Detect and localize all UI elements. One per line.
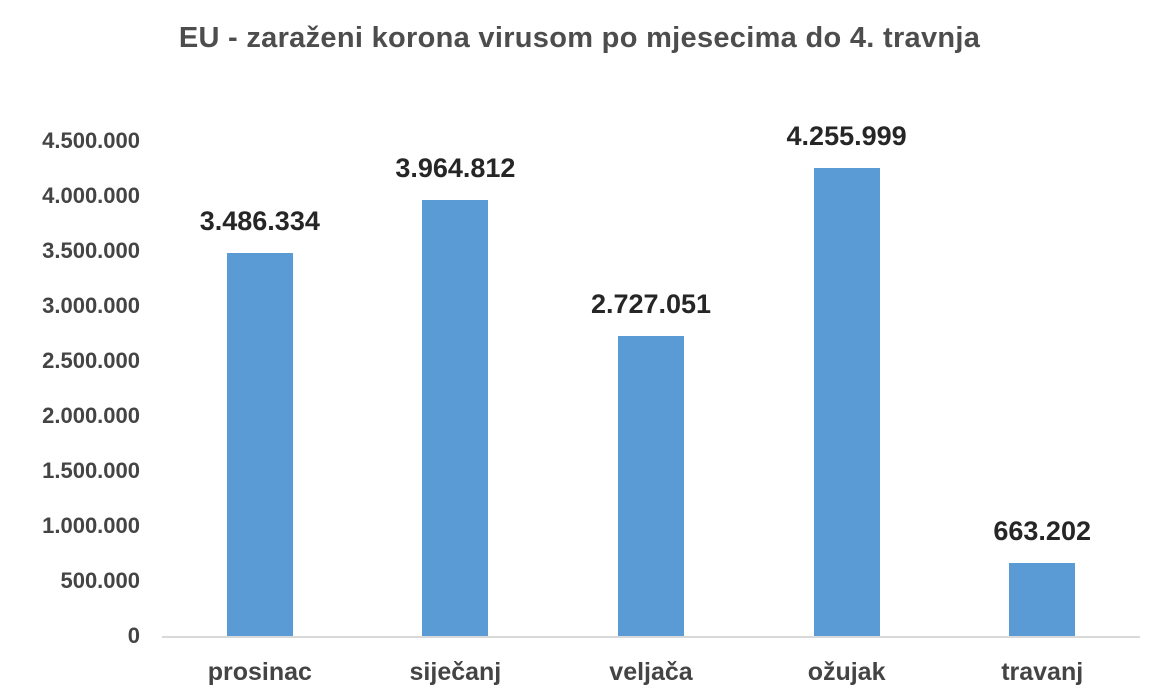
- y-axis: 4.500.000 4.000.000 3.500.000 3.000.000 2.50…: [0, 128, 140, 648]
- x-label-veljača: veljača: [609, 658, 693, 686]
- x-axis-line: [162, 636, 1140, 638]
- y-tick-label: 3.000.000: [42, 293, 140, 318]
- y-tick-label: 0: [127, 623, 140, 648]
- y-tick-label: 2.500.000: [42, 348, 140, 373]
- bar-value-label: 3.486.334: [199, 206, 320, 236]
- bar-value-label: 3.964.812: [395, 153, 516, 183]
- plot-area: 3.486.334 3.964.812 2.727.051 4.255.999 663.…: [162, 123, 1140, 638]
- y-tick-label: 4.500.000: [42, 128, 140, 153]
- y-tick-label: 500.000: [60, 568, 140, 593]
- bar-value-label: 663.202: [993, 516, 1091, 546]
- bar-travanj: [1009, 563, 1076, 636]
- bar-veljača: [618, 336, 684, 636]
- bar-ožujak: [813, 168, 880, 636]
- y-tick-label: 4.000.000: [42, 183, 140, 208]
- y-tick-label: 3.500.000: [42, 238, 140, 263]
- y-tick-label: 2.000.000: [42, 403, 140, 428]
- bar-siječanj: [422, 200, 489, 636]
- bar-prosinac: [226, 253, 293, 636]
- bar-value-label: 2.727.051: [590, 289, 712, 319]
- y-tick-label: 1.500.000: [42, 458, 140, 483]
- x-label-ožujak: ožujak: [807, 658, 886, 686]
- x-label-travanj: travanj: [1001, 658, 1084, 686]
- bar-value-label: 4.255.999: [786, 121, 907, 151]
- x-axis: prosinac siječanj veljača ožujak travanj: [162, 658, 1140, 694]
- chart-title: EU - zaraženi korona virusom po mjesecim…: [178, 22, 981, 54]
- x-label-prosinac: prosinac: [207, 658, 312, 686]
- y-tick-label: 1.000.000: [42, 513, 140, 538]
- x-label-siječanj: siječanj: [409, 658, 502, 686]
